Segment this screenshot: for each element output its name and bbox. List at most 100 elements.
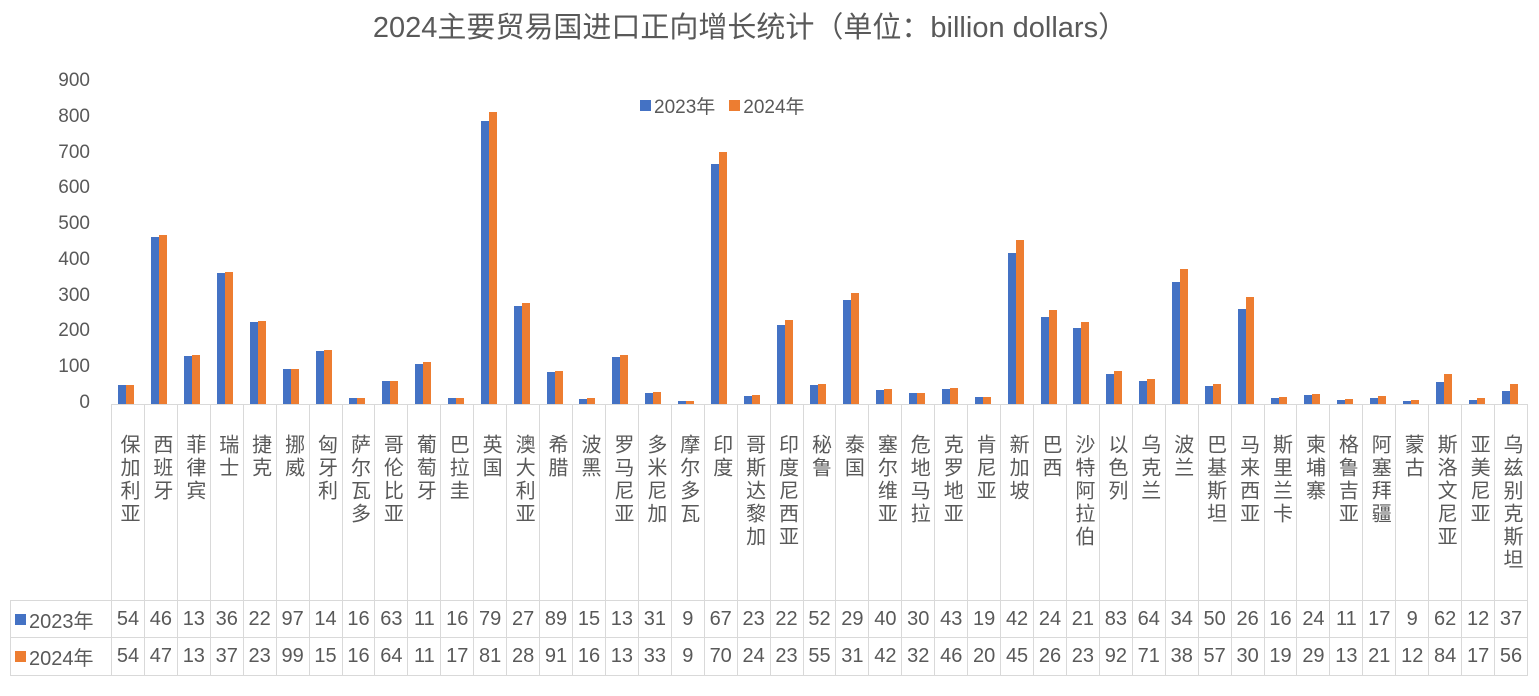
- table-cell-2024: 92: [1098, 638, 1132, 676]
- table-cell-2023: 29: [835, 600, 869, 638]
- y-tick-label: 400: [58, 248, 90, 270]
- category-label: 巴西: [1033, 404, 1066, 600]
- legend-swatch-2023: [640, 100, 651, 111]
- x-axis-line: [111, 404, 1527, 405]
- table-cell-2024: 42: [868, 638, 902, 676]
- table-cell-2023: 11: [407, 600, 441, 638]
- bar-2024: [1509, 383, 1518, 404]
- bar-2023: [151, 236, 160, 404]
- bar-2024: [488, 112, 497, 404]
- bar-2023: [875, 389, 884, 404]
- bar-2024: [225, 271, 234, 404]
- table-cell-2023: 17: [1362, 600, 1396, 638]
- row-swatch: [15, 613, 26, 625]
- bar-2023: [974, 397, 983, 404]
- category-label: 柬埔寨: [1296, 404, 1329, 600]
- table-cell-2023: 14: [308, 600, 342, 638]
- bar-2023: [1402, 400, 1411, 404]
- bar-2024: [686, 400, 695, 404]
- table-cell-2024: 84: [1428, 638, 1462, 676]
- row-swatch: [15, 651, 26, 662]
- bar-2023: [1271, 398, 1280, 404]
- bar-2024: [521, 302, 530, 404]
- category-label: 以色列: [1098, 404, 1132, 600]
- table-cell-2023: 37: [1494, 600, 1527, 638]
- table-cell-2024: 70: [703, 638, 737, 676]
- bar-2024: [1015, 240, 1024, 404]
- table-cell-2023: 9: [1395, 600, 1429, 638]
- legend-item-2023: 2023年: [640, 92, 715, 119]
- table-cell-2024: 91: [539, 638, 572, 676]
- bar-2023: [348, 398, 357, 404]
- table-cell-2024: 28: [506, 638, 540, 676]
- table-cell-2024: 71: [1131, 638, 1165, 676]
- table-cell-2023: 15: [572, 600, 605, 638]
- category-label: 印度: [703, 404, 737, 600]
- bar-2023: [1501, 390, 1510, 404]
- table-cell-2024: 9: [670, 638, 704, 676]
- table-cell-2024: 23: [1065, 638, 1099, 676]
- table-cell-2023: 13: [604, 600, 638, 638]
- table-cell-2023: 63: [374, 600, 408, 638]
- bar-2024: [455, 397, 464, 404]
- bar-2023: [579, 398, 588, 404]
- table-cell-2024: 32: [901, 638, 935, 676]
- table-cell-2024: 55: [802, 638, 836, 676]
- table-cell-2023: 22: [242, 600, 276, 638]
- y-tick-label: 900: [58, 70, 90, 91]
- table-cell-2024: 45: [1000, 638, 1034, 676]
- table-cell-2024: 56: [1494, 638, 1527, 676]
- bar-2024: [818, 384, 826, 404]
- table-cell-2023: 67: [703, 600, 737, 638]
- category-label: 哥伦比亚: [374, 404, 407, 600]
- table-cell-2024: 26: [1033, 638, 1066, 676]
- table-cell-2024: 47: [143, 638, 177, 676]
- bar-2023: [1435, 381, 1444, 404]
- category-label: 蒙古: [1395, 404, 1428, 600]
- bar-2023: [447, 398, 456, 404]
- bar-2024: [653, 392, 662, 404]
- table-cell-2023: 16: [1263, 600, 1297, 638]
- bar-2024: [752, 395, 761, 404]
- category-label: 摩尔多瓦: [670, 404, 704, 600]
- bar-2023: [381, 381, 390, 404]
- table-cell-2023: 24: [1033, 600, 1066, 638]
- y-tick-label: 0: [79, 392, 90, 413]
- table-cell-2024: 37: [209, 638, 243, 676]
- table-cell-2023: 46: [143, 600, 177, 638]
- table-cell-2024: 13: [604, 638, 638, 676]
- table-cell-2023: 13: [176, 600, 210, 638]
- bar-2023: [1205, 386, 1214, 404]
- category-label: 阿塞拜疆: [1362, 404, 1395, 600]
- row-label-text: 2024年: [29, 648, 94, 670]
- bar-2023: [184, 356, 193, 404]
- table-cell-2023: 9: [670, 600, 704, 638]
- table-right-border: [1527, 404, 1528, 676]
- bar-2024: [1213, 383, 1222, 404]
- category-label: 捷克: [242, 404, 276, 600]
- category-label: 克罗地亚: [934, 404, 967, 600]
- category-label: 塞尔维亚: [868, 404, 901, 600]
- table-cell-2023: 19: [967, 600, 1001, 638]
- bar-2023: [1040, 317, 1049, 404]
- table-cell-2023: 30: [901, 600, 935, 638]
- category-label: 罗马尼亚: [604, 404, 638, 600]
- category-label: 印度尼西亚: [769, 404, 803, 600]
- bar-2024: [1410, 399, 1419, 404]
- category-label: 波兰: [1164, 404, 1198, 600]
- table-cell-2024: 11: [407, 638, 441, 676]
- table-cell-2024: 16: [341, 638, 375, 676]
- category-label: 挪威: [275, 404, 309, 600]
- table-cell-2023: 54: [111, 600, 144, 638]
- category-label: 菲律宾: [176, 404, 210, 600]
- table-cell-2024: 30: [1230, 638, 1264, 676]
- table-cell-2023: 42: [1000, 600, 1034, 638]
- bar-2024: [785, 320, 794, 404]
- legend: 2023年 2024年: [640, 92, 805, 119]
- bar-2023: [645, 392, 654, 404]
- category-label: 亚美尼亚: [1461, 404, 1494, 600]
- table-cell-2024: 20: [967, 638, 1001, 676]
- table-cell-2023: 79: [473, 600, 507, 638]
- table-cell-2024: 33: [637, 638, 671, 676]
- table-cell-2024: 81: [473, 638, 507, 676]
